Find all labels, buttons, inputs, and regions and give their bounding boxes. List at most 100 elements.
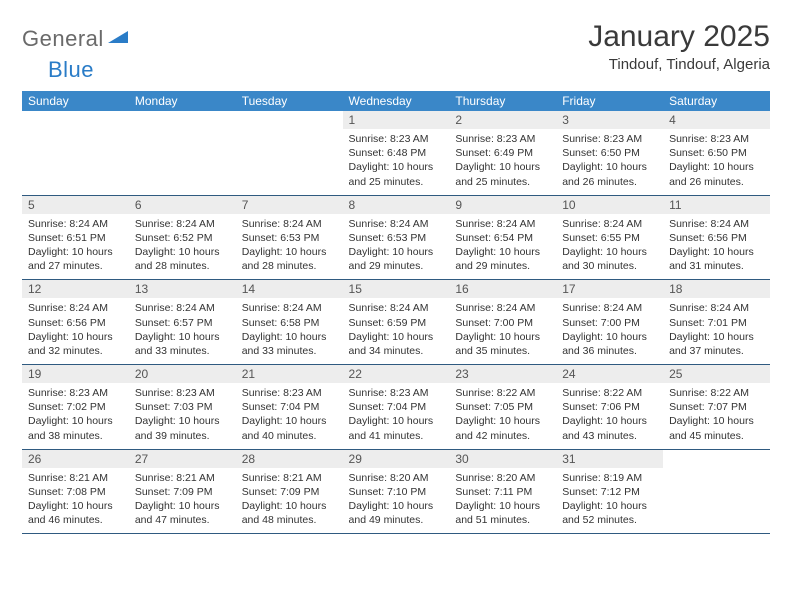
- title-block: January 2025 Tindouf, Tindouf, Algeria: [588, 20, 770, 73]
- day-number: 4: [663, 111, 770, 129]
- calendar-cell: 12Sunrise: 8:24 AMSunset: 6:56 PMDayligh…: [22, 280, 129, 365]
- day-details: Sunrise: 8:24 AMSunset: 6:56 PMDaylight:…: [22, 298, 129, 364]
- day-number: 15: [343, 280, 450, 298]
- day-details: Sunrise: 8:23 AMSunset: 6:50 PMDaylight:…: [556, 129, 663, 195]
- day-number: 19: [22, 365, 129, 383]
- day-number: 23: [449, 365, 556, 383]
- day-details: Sunrise: 8:23 AMSunset: 6:48 PMDaylight:…: [343, 129, 450, 195]
- calendar-cell: 15Sunrise: 8:24 AMSunset: 6:59 PMDayligh…: [343, 280, 450, 365]
- weekday-header: Friday: [556, 91, 663, 111]
- day-number: 25: [663, 365, 770, 383]
- day-details: Sunrise: 8:23 AMSunset: 6:50 PMDaylight:…: [663, 129, 770, 195]
- day-details: Sunrise: 8:24 AMSunset: 6:59 PMDaylight:…: [343, 298, 450, 364]
- day-details: Sunrise: 8:24 AMSunset: 6:57 PMDaylight:…: [129, 298, 236, 364]
- calendar-cell: 5Sunrise: 8:24 AMSunset: 6:51 PMDaylight…: [22, 195, 129, 280]
- calendar-week-row: 12Sunrise: 8:24 AMSunset: 6:56 PMDayligh…: [22, 280, 770, 365]
- day-details: Sunrise: 8:22 AMSunset: 7:07 PMDaylight:…: [663, 383, 770, 449]
- calendar-cell: 1Sunrise: 8:23 AMSunset: 6:48 PMDaylight…: [343, 111, 450, 195]
- day-number: 24: [556, 365, 663, 383]
- day-number: 21: [236, 365, 343, 383]
- day-number: 12: [22, 280, 129, 298]
- day-number: 16: [449, 280, 556, 298]
- calendar-cell: 23Sunrise: 8:22 AMSunset: 7:05 PMDayligh…: [449, 365, 556, 450]
- day-details: Sunrise: 8:21 AMSunset: 7:08 PMDaylight:…: [22, 468, 129, 534]
- calendar-cell: 10Sunrise: 8:24 AMSunset: 6:55 PMDayligh…: [556, 195, 663, 280]
- day-number: 5: [22, 196, 129, 214]
- day-details: Sunrise: 8:24 AMSunset: 7:00 PMDaylight:…: [556, 298, 663, 364]
- day-number: 18: [663, 280, 770, 298]
- month-title: January 2025: [588, 20, 770, 54]
- day-details: Sunrise: 8:24 AMSunset: 6:53 PMDaylight:…: [236, 214, 343, 280]
- day-details: Sunrise: 8:22 AMSunset: 7:05 PMDaylight:…: [449, 383, 556, 449]
- day-details: Sunrise: 8:24 AMSunset: 6:58 PMDaylight:…: [236, 298, 343, 364]
- day-details: Sunrise: 8:24 AMSunset: 6:53 PMDaylight:…: [343, 214, 450, 280]
- calendar-week-row: 26Sunrise: 8:21 AMSunset: 7:08 PMDayligh…: [22, 449, 770, 534]
- calendar-cell: 3Sunrise: 8:23 AMSunset: 6:50 PMDaylight…: [556, 111, 663, 195]
- calendar-cell: 18Sunrise: 8:24 AMSunset: 7:01 PMDayligh…: [663, 280, 770, 365]
- calendar-cell: 13Sunrise: 8:24 AMSunset: 6:57 PMDayligh…: [129, 280, 236, 365]
- weekday-header: Tuesday: [236, 91, 343, 111]
- day-details: Sunrise: 8:24 AMSunset: 6:52 PMDaylight:…: [129, 214, 236, 280]
- day-number: 7: [236, 196, 343, 214]
- day-details: Sunrise: 8:24 AMSunset: 7:00 PMDaylight:…: [449, 298, 556, 364]
- day-number: 2: [449, 111, 556, 129]
- calendar-cell: 4Sunrise: 8:23 AMSunset: 6:50 PMDaylight…: [663, 111, 770, 195]
- calendar-cell: 14Sunrise: 8:24 AMSunset: 6:58 PMDayligh…: [236, 280, 343, 365]
- day-number: 13: [129, 280, 236, 298]
- calendar-week-row: 19Sunrise: 8:23 AMSunset: 7:02 PMDayligh…: [22, 365, 770, 450]
- weekday-header: Monday: [129, 91, 236, 111]
- day-number: 20: [129, 365, 236, 383]
- day-details: Sunrise: 8:24 AMSunset: 6:55 PMDaylight:…: [556, 214, 663, 280]
- weekday-header-row: SundayMondayTuesdayWednesdayThursdayFrid…: [22, 91, 770, 111]
- day-number: 28: [236, 450, 343, 468]
- day-number: 31: [556, 450, 663, 468]
- calendar-cell: 8Sunrise: 8:24 AMSunset: 6:53 PMDaylight…: [343, 195, 450, 280]
- day-details: Sunrise: 8:24 AMSunset: 6:56 PMDaylight:…: [663, 214, 770, 280]
- day-number: 14: [236, 280, 343, 298]
- day-details: Sunrise: 8:23 AMSunset: 7:03 PMDaylight:…: [129, 383, 236, 449]
- day-details: Sunrise: 8:24 AMSunset: 6:51 PMDaylight:…: [22, 214, 129, 280]
- calendar-cell: 20Sunrise: 8:23 AMSunset: 7:03 PMDayligh…: [129, 365, 236, 450]
- location: Tindouf, Tindouf, Algeria: [588, 56, 770, 73]
- calendar-cell: 16Sunrise: 8:24 AMSunset: 7:00 PMDayligh…: [449, 280, 556, 365]
- calendar-cell: 22Sunrise: 8:23 AMSunset: 7:04 PMDayligh…: [343, 365, 450, 450]
- calendar-cell: 9Sunrise: 8:24 AMSunset: 6:54 PMDaylight…: [449, 195, 556, 280]
- calendar-cell: 25Sunrise: 8:22 AMSunset: 7:07 PMDayligh…: [663, 365, 770, 450]
- calendar-cell: [663, 449, 770, 534]
- day-number: 8: [343, 196, 450, 214]
- calendar-week-row: 5Sunrise: 8:24 AMSunset: 6:51 PMDaylight…: [22, 195, 770, 280]
- calendar-cell: 30Sunrise: 8:20 AMSunset: 7:11 PMDayligh…: [449, 449, 556, 534]
- day-number: 29: [343, 450, 450, 468]
- day-details: Sunrise: 8:24 AMSunset: 7:01 PMDaylight:…: [663, 298, 770, 364]
- day-number: 30: [449, 450, 556, 468]
- day-details: Sunrise: 8:23 AMSunset: 7:04 PMDaylight:…: [236, 383, 343, 449]
- calendar-cell: 27Sunrise: 8:21 AMSunset: 7:09 PMDayligh…: [129, 449, 236, 534]
- calendar-cell: 19Sunrise: 8:23 AMSunset: 7:02 PMDayligh…: [22, 365, 129, 450]
- day-number: 22: [343, 365, 450, 383]
- day-number: 11: [663, 196, 770, 214]
- weekday-header: Wednesday: [343, 91, 450, 111]
- calendar-cell: 24Sunrise: 8:22 AMSunset: 7:06 PMDayligh…: [556, 365, 663, 450]
- logo: General: [22, 20, 130, 52]
- day-number: 17: [556, 280, 663, 298]
- weekday-header: Thursday: [449, 91, 556, 111]
- day-details: Sunrise: 8:21 AMSunset: 7:09 PMDaylight:…: [129, 468, 236, 534]
- calendar-cell: 29Sunrise: 8:20 AMSunset: 7:10 PMDayligh…: [343, 449, 450, 534]
- calendar-cell: 11Sunrise: 8:24 AMSunset: 6:56 PMDayligh…: [663, 195, 770, 280]
- day-number: 1: [343, 111, 450, 129]
- day-number: 10: [556, 196, 663, 214]
- calendar-cell: 2Sunrise: 8:23 AMSunset: 6:49 PMDaylight…: [449, 111, 556, 195]
- day-details: Sunrise: 8:23 AMSunset: 7:04 PMDaylight:…: [343, 383, 450, 449]
- logo-triangle-icon: [108, 29, 128, 48]
- day-number: 3: [556, 111, 663, 129]
- day-details: Sunrise: 8:23 AMSunset: 7:02 PMDaylight:…: [22, 383, 129, 449]
- calendar-cell: 17Sunrise: 8:24 AMSunset: 7:00 PMDayligh…: [556, 280, 663, 365]
- calendar-week-row: 1Sunrise: 8:23 AMSunset: 6:48 PMDaylight…: [22, 111, 770, 195]
- calendar-cell: [236, 111, 343, 195]
- logo-text-blue: Blue: [48, 57, 94, 82]
- day-number: 9: [449, 196, 556, 214]
- calendar-table: SundayMondayTuesdayWednesdayThursdayFrid…: [22, 91, 770, 534]
- calendar-cell: 21Sunrise: 8:23 AMSunset: 7:04 PMDayligh…: [236, 365, 343, 450]
- calendar-cell: 31Sunrise: 8:19 AMSunset: 7:12 PMDayligh…: [556, 449, 663, 534]
- day-number: 26: [22, 450, 129, 468]
